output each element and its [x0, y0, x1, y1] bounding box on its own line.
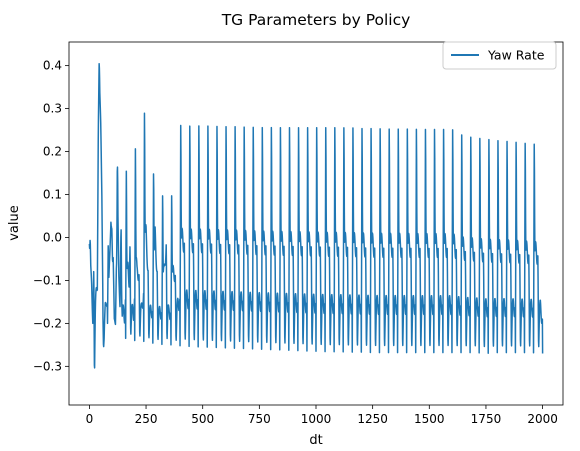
x-axis-ticks: 0 250 500 750 1000 1250 1500 1750 2000 — [86, 405, 558, 426]
x-tick-label: 1500 — [414, 412, 445, 426]
legend-label-yaw-rate: Yaw Rate — [487, 48, 545, 63]
x-tick-label: 1000 — [301, 412, 332, 426]
y-tick-label: −0.1 — [33, 273, 62, 287]
y-tick-label: 0.2 — [43, 145, 62, 159]
y-axis-ticks: −0.3 −0.2 −0.1 0.0 0.1 0.2 0.3 0.4 — [33, 59, 69, 373]
y-tick-label: −0.2 — [33, 316, 62, 330]
x-tick-label: 250 — [135, 412, 158, 426]
series-line-yaw-rate — [88, 62, 544, 369]
legend-box — [442, 41, 557, 70]
y-tick-label: 0.3 — [43, 102, 62, 116]
series-layer — [88, 62, 544, 369]
chart-title: TG Parameters by Policy — [221, 11, 411, 29]
y-tick-label: −0.3 — [33, 359, 62, 373]
y-axis-label: value — [7, 205, 22, 241]
x-tick-label: 750 — [248, 412, 271, 426]
y-tick-label: 0.1 — [43, 188, 62, 202]
y-tick-label: 0.0 — [43, 230, 62, 244]
y-tick-label: 0.4 — [43, 59, 62, 73]
x-tick-label: 500 — [191, 412, 214, 426]
x-axis-label: dt — [309, 433, 322, 448]
x-tick-label: 2000 — [527, 412, 558, 426]
x-tick-label: 0 — [86, 412, 94, 426]
x-tick-label: 1750 — [471, 412, 502, 426]
x-tick-label: 1250 — [357, 412, 388, 426]
legend: Yaw Rate — [442, 41, 557, 70]
